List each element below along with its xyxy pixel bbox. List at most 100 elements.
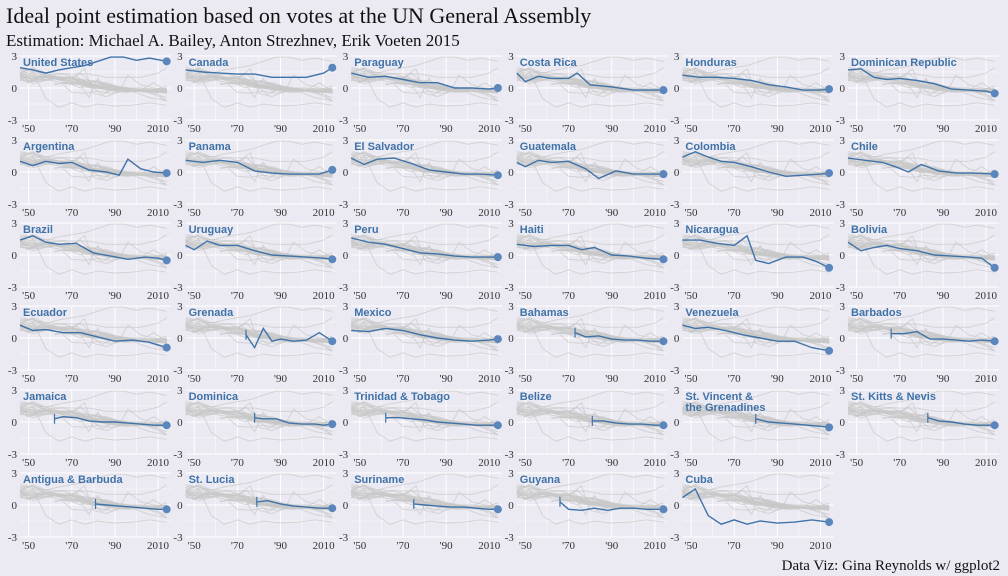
x-tick-label: '50 [519, 457, 532, 469]
series-line [351, 72, 498, 90]
end-point [659, 421, 668, 430]
x-tick-label: '50 [22, 123, 35, 135]
y-tick-label: 0 [343, 167, 349, 179]
panel: Suriname -3 0 3 '50 '70 '90 2010 [339, 468, 503, 552]
y-tick-label: -3 [8, 282, 18, 294]
context-line [725, 168, 830, 178]
context-line [847, 401, 995, 412]
x-tick-label: 2010 [644, 123, 667, 135]
x-tick-label: 2010 [313, 123, 336, 135]
x-tick-label: '90 [274, 373, 287, 385]
end-point [990, 89, 999, 98]
series-line [19, 324, 167, 349]
x-tick-label: '50 [22, 207, 35, 219]
y-tick-label: 0 [12, 500, 18, 512]
series-line [54, 415, 167, 426]
x-tick-label: 2010 [809, 540, 832, 552]
y-tick-label: 0 [343, 500, 349, 512]
context-line [682, 158, 830, 186]
x-tick-label: 2010 [313, 207, 336, 219]
context-line [847, 405, 995, 442]
context-line [185, 74, 333, 102]
panel-label: Brazil [23, 224, 53, 236]
context-line [62, 418, 167, 428]
end-point [990, 170, 999, 179]
y-tick-label: 0 [674, 83, 680, 95]
x-tick-label: '90 [108, 123, 121, 135]
context-line [185, 238, 333, 275]
panel-label: Canada [189, 57, 230, 69]
series-line [516, 159, 664, 180]
x-tick-label: '70 [231, 373, 244, 385]
x-tick-label: '70 [231, 290, 244, 302]
chart-title: Ideal point estimation based on votes at… [6, 3, 591, 28]
context-line [19, 324, 167, 352]
series-line [185, 159, 333, 175]
x-tick-label: '70 [396, 540, 409, 552]
context-line [516, 155, 664, 192]
y-tick-label: 3 [840, 301, 846, 313]
x-tick-label: '90 [440, 373, 453, 385]
x-tick-label: '90 [771, 373, 784, 385]
x-tick-label: '90 [274, 290, 287, 302]
context-line [682, 491, 830, 519]
end-point [162, 421, 171, 430]
panel-label: Colombia [685, 141, 736, 153]
x-tick-label: '70 [65, 457, 78, 469]
x-tick-label: 2010 [147, 123, 170, 135]
x-tick-label: '50 [685, 540, 698, 552]
panel: St. Kitts & Nevis -3 0 3 '50 '70 '90 2010 [836, 385, 999, 469]
context-line [19, 401, 167, 412]
context-line [682, 405, 830, 442]
context-line [516, 491, 664, 519]
panel: Cuba -3 0 3 '50 '70 '90 2010 [670, 468, 834, 552]
context-line [890, 84, 995, 94]
x-tick-label: '50 [519, 207, 532, 219]
y-tick-label: -3 [836, 449, 846, 461]
x-tick-label: '70 [231, 123, 244, 135]
x-tick-label: '90 [936, 207, 949, 219]
panel-label: El Salvador [354, 141, 415, 153]
y-tick-label: 0 [508, 83, 514, 95]
x-tick-label: '90 [771, 457, 784, 469]
y-tick-label: 3 [674, 218, 680, 230]
x-tick-label: '90 [440, 457, 453, 469]
y-tick-label: -3 [670, 365, 680, 377]
x-tick-label: 2010 [975, 290, 998, 302]
context-line [228, 334, 333, 344]
series-line [19, 235, 167, 261]
end-point [493, 171, 502, 180]
series-line [245, 326, 333, 350]
context-line [185, 321, 333, 358]
end-point [328, 63, 337, 72]
panel: Venezuela -3 0 3 '50 '70 '90 2010 [670, 301, 834, 385]
end-point [328, 420, 337, 429]
context-line [185, 151, 333, 162]
y-tick-label: -3 [505, 365, 515, 377]
y-tick-label: -3 [8, 365, 18, 377]
x-tick-label: '90 [108, 540, 121, 552]
x-tick-label: 2010 [975, 373, 998, 385]
y-tick-label: 0 [508, 417, 514, 429]
x-tick-label: '70 [893, 457, 906, 469]
panel-label: Nicaragua [685, 224, 739, 236]
y-tick-label: 3 [343, 468, 349, 480]
x-tick-label: 2010 [975, 207, 998, 219]
end-point [328, 337, 337, 346]
y-tick-label: -3 [173, 449, 183, 461]
y-tick-label: 3 [840, 51, 846, 63]
context-line [516, 241, 664, 269]
context-line [185, 488, 333, 525]
x-tick-label: '50 [519, 373, 532, 385]
context-line [847, 408, 995, 436]
panel: Guyana -3 0 3 '50 '70 '90 2010 [505, 468, 668, 552]
y-tick-label: -3 [8, 199, 18, 211]
panel-label: Haiti [520, 224, 544, 236]
context-line [394, 84, 498, 94]
x-tick-label: '50 [22, 373, 35, 385]
context-line [682, 67, 830, 78]
x-tick-label: '50 [353, 540, 366, 552]
end-point [825, 169, 834, 178]
context-line [516, 405, 664, 442]
